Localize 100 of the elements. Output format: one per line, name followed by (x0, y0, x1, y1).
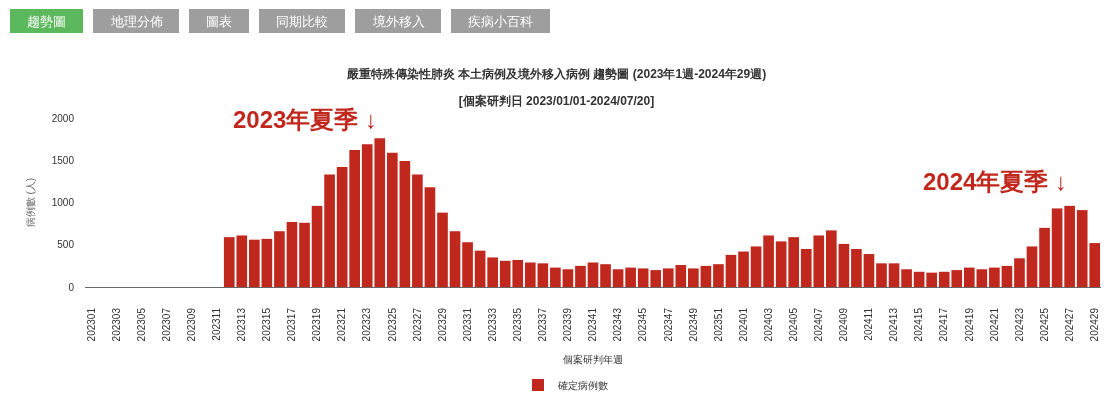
chart-title: 嚴重特殊傳染性肺炎 本土病例及境外移入病例 趨勢圖 (2023年1週-2024年29週) (345, 67, 767, 82)
x-tick-label: 202349 (687, 307, 699, 342)
bar (1064, 205, 1075, 287)
bar (550, 267, 561, 287)
x-tick-label: 202401 (737, 307, 749, 342)
bar (587, 262, 599, 287)
bar (575, 265, 586, 287)
bar (963, 267, 975, 287)
bar (286, 221, 298, 287)
annotation: 2024年夏季 ↓ (923, 168, 1068, 195)
x-tick-label: 202321 (336, 307, 348, 342)
bar (1026, 246, 1038, 287)
bar (562, 269, 574, 287)
bar (386, 152, 398, 287)
x-tick-label: 202305 (135, 307, 147, 342)
x-tick-label: 202303 (110, 307, 122, 342)
bar (976, 269, 988, 287)
x-tick-label: 202409 (838, 307, 850, 342)
bar (311, 205, 323, 287)
x-tick-label: 202343 (612, 307, 624, 342)
annotation: 2023年夏季 ↓ (233, 106, 378, 133)
y-tick-label: 0 (68, 281, 75, 293)
x-tick-label: 202425 (1038, 307, 1050, 342)
text: 地理分佈 (109, 13, 163, 29)
x-tick-label: 202423 (1013, 307, 1025, 342)
bar (474, 250, 486, 287)
x-tick-label: 202345 (637, 307, 649, 342)
bar (888, 263, 900, 287)
x-tick-label: 202347 (662, 307, 674, 342)
x-tick-label: 202405 (787, 307, 799, 342)
x-tick-label: 202413 (888, 307, 900, 342)
x-tick-label: 202403 (762, 307, 774, 342)
bar (349, 150, 361, 287)
text: 同期比較 (276, 13, 328, 29)
bar (299, 222, 310, 287)
x-axis-title: 個案研判年週 (563, 353, 623, 365)
bar (838, 243, 850, 287)
x-tick-label: 202329 (436, 307, 448, 342)
x-tick-label: 202323 (361, 307, 373, 342)
x-tick-label: 202427 (1063, 307, 1075, 342)
x-tick-label: 202407 (813, 307, 825, 342)
bar (913, 271, 925, 287)
bar (261, 238, 273, 287)
x-tick-label: 202335 (511, 307, 523, 342)
x-tick-label: 202337 (537, 307, 549, 342)
text: 圖表 (206, 13, 232, 29)
chart-subtitle: [個案研判日 2023/01/01-2024/07/20] (458, 93, 655, 108)
x-tick-label: 202309 (185, 307, 197, 342)
bar (700, 265, 712, 287)
text: 疾病小百科 (468, 13, 533, 29)
bar (412, 174, 423, 287)
x-tick-label: 202307 (160, 307, 172, 342)
x-tick-label: 202311 (210, 307, 222, 341)
x-tick-label: 202429 (1088, 307, 1100, 342)
bar (399, 161, 411, 287)
bar (324, 174, 335, 287)
bar (336, 167, 348, 287)
bar (487, 257, 498, 287)
bar (825, 230, 837, 287)
x-tick-label: 202313 (236, 307, 248, 342)
x-tick-label: 202351 (712, 307, 724, 342)
bar (537, 263, 549, 287)
bar (249, 239, 260, 287)
bar (625, 267, 636, 287)
bar (851, 248, 862, 287)
bar (788, 237, 800, 287)
x-tick-label: 202419 (963, 307, 975, 342)
bar (1014, 258, 1025, 287)
x-tick-label: 202421 (988, 307, 1000, 342)
bar (738, 251, 749, 287)
x-tick-label: 202331 (461, 307, 473, 342)
x-tick-label: 202301 (85, 307, 97, 342)
bar (600, 264, 611, 287)
bar (775, 241, 787, 287)
y-tick-label: 1000 (51, 197, 75, 208)
x-tick-label: 202317 (286, 307, 298, 342)
bar (750, 246, 762, 287)
text: 趨勢圖 (27, 13, 66, 29)
x-tick-label: 202327 (411, 307, 423, 342)
y-tick-label: 500 (57, 239, 75, 251)
x-tick-label: 202319 (311, 307, 323, 342)
bar (424, 187, 436, 287)
y-tick-label: 2000 (51, 112, 75, 124)
bar (1001, 265, 1013, 287)
x-tick-label: 202325 (386, 307, 398, 342)
bar (901, 269, 912, 287)
bar (449, 231, 461, 287)
bar (926, 272, 937, 287)
x-tick-label: 202417 (938, 307, 950, 342)
y-axis-title: 病例數 (人) (24, 177, 36, 228)
bar (725, 254, 737, 287)
bar (612, 269, 624, 287)
bar (876, 263, 887, 287)
x-tick-label: 202415 (913, 307, 925, 342)
bar (462, 242, 473, 287)
bar (989, 267, 1000, 287)
x-tick-label: 202315 (261, 307, 273, 342)
bar (1051, 208, 1063, 287)
bar (713, 264, 724, 287)
bar (688, 268, 699, 287)
